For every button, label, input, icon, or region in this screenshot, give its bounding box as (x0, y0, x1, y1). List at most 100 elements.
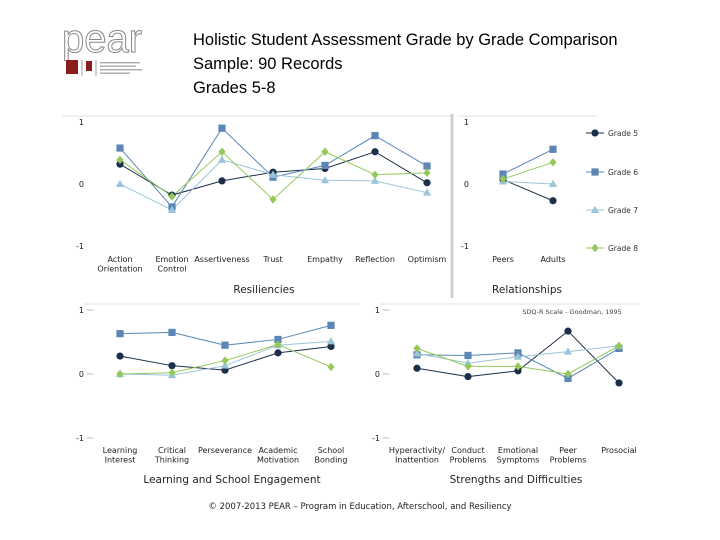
category-label-emotion-control: Emotion Control (155, 255, 188, 274)
panel-relationships: 1 0 -1 Peers Adults Relationships (457, 115, 597, 296)
data-point-grade-8-learning-interest (116, 369, 124, 379)
legend-label-grade-7: Grade 7 (608, 206, 638, 215)
y-tick-label: 0 (375, 370, 380, 379)
category-label-empathy: Empathy (307, 255, 343, 264)
data-point-grade-6-optimism (423, 162, 431, 170)
data-point-grade-6-empathy (321, 161, 329, 169)
data-point-grade-6-learning-interest (116, 330, 124, 338)
data-point-grade-7-adults (548, 179, 558, 187)
copyright-footer: © 2007-2013 PEAR – Program in Education,… (208, 502, 512, 512)
y-tick-label: -1 (76, 434, 84, 443)
y-tick-label: 1 (375, 306, 380, 315)
series-line-grade-6 (502, 148, 554, 175)
data-point-grade-7-peer-problems (563, 347, 573, 355)
data-point-grade-8-assertiveness (218, 147, 226, 156)
data-point-grade-7-trust (268, 170, 278, 178)
category-label-school-bonding: School Bonding (315, 446, 348, 465)
legend-label-grade-5: Grade 5 (608, 129, 638, 138)
data-point-grade-5-conduct-problems (464, 372, 472, 381)
data-point-grade-8-peers (499, 174, 507, 184)
data-point-grade-8-peer-problems (564, 369, 572, 379)
page-title: Holistic Student Assessment Grade by Gra… (193, 31, 618, 49)
harvard-shield-icon (66, 60, 78, 74)
category-label-adults: Adults (540, 255, 565, 264)
category-label-emotional-symptoms: Emotional Symptoms (497, 446, 540, 465)
category-label-critical-thinking: Critical Thinking (154, 446, 189, 465)
data-point-grade-6-school-bonding (327, 321, 335, 329)
data-point-grade-6-academic-motivation (274, 335, 282, 344)
y-tick-label: 1 (79, 306, 84, 315)
grade-range: Grades 5-8 (193, 79, 276, 97)
legend-marker-grade-7 (590, 205, 600, 213)
y-tick-label: -1 (76, 242, 84, 251)
data-point-grade-6-perseverance (221, 341, 229, 349)
category-label-trust: Trust (262, 255, 282, 264)
panel-resiliencies: 1 0 -1 Action Orientation Emotion Control Asser… (62, 114, 454, 298)
y-tick-label: 1 (464, 118, 469, 127)
data-point-grade-5-hyperactivity-inattention (413, 364, 421, 372)
series-line-grade-6 (119, 127, 428, 208)
hospital-shield-icon (86, 61, 92, 71)
data-point-grade-5-school-bonding (327, 342, 335, 351)
series-line-grade-7 (502, 181, 554, 185)
data-point-grade-6-peers (499, 170, 507, 178)
panel-title: Relationships (492, 284, 562, 296)
data-point-grade-8-academic-motivation (274, 340, 282, 349)
data-point-grade-7-emotion-control (167, 205, 177, 214)
panel-learning-and-school-engagement: 1 0 -1 Learning Interest Critical Thinking Pers… (76, 303, 360, 486)
data-point-grade-7-school-bonding (326, 337, 336, 345)
category-label-action-orientation: Action Orientation (97, 255, 142, 274)
data-point-grade-8-critical-thinking (168, 368, 176, 377)
data-point-grade-8-optimism (423, 168, 431, 178)
data-point-grade-5-action-orientation (116, 160, 124, 168)
data-point-grade-8-emotion-control (168, 192, 176, 201)
category-label-peers: Peers (492, 255, 514, 264)
data-point-grade-5-academic-motivation (274, 349, 282, 357)
data-point-grade-7-empathy (320, 176, 330, 184)
series-line-grade-5 (502, 179, 554, 202)
data-point-grade-8-emotional-symptoms (514, 362, 522, 371)
data-point-grade-7-action-orientation (115, 179, 125, 187)
data-point-grade-5-prosocial (615, 379, 623, 387)
data-point-grade-7-perseverance (220, 361, 230, 369)
data-point-grade-8-school-bonding (327, 362, 335, 372)
data-point-grade-7-hyperactivity-inattention (412, 349, 422, 357)
category-label-conduct-problems: Conduct Problems (450, 446, 487, 465)
data-point-grade-5-reflection (371, 148, 379, 156)
data-point-grade-7-reflection (370, 176, 380, 184)
data-point-grade-6-reflection (371, 132, 379, 140)
category-label-peer-problems: Peer Problems (550, 446, 587, 465)
data-point-grade-5-learning-interest (116, 352, 124, 360)
data-point-grade-6-adults (549, 145, 557, 153)
data-point-grade-5-adults (549, 197, 557, 205)
y-tick-label: 1 (79, 118, 84, 127)
data-point-grade-8-prosocial (615, 341, 623, 351)
legend-marker-grade-8 (591, 243, 599, 253)
y-tick-label: 0 (464, 180, 469, 189)
data-point-grade-5-assertiveness (218, 177, 226, 185)
category-label-academic-motivation: Academic Motivation (257, 446, 299, 465)
category-label-assertiveness: Assertiveness (194, 255, 249, 264)
category-label-optimism: Optimism (408, 255, 447, 264)
panel-title: Strengths and Difficulties (450, 474, 583, 486)
category-label-prosocial: Prosocial (601, 446, 637, 455)
data-point-grade-6-conduct-problems (464, 351, 472, 360)
data-point-grade-6-critical-thinking (168, 328, 176, 336)
panel-title: Learning and School Engagement (143, 474, 320, 486)
legend: Grade 5 Grade 6 Grade 7 Grade 8 (586, 129, 638, 253)
data-point-grade-6-assertiveness (218, 124, 226, 132)
y-tick-label: -1 (461, 242, 469, 251)
y-tick-label: 0 (79, 180, 84, 189)
legend-marker-grade-6 (591, 168, 599, 176)
category-label-reflection: Reflection (355, 255, 395, 264)
data-point-grade-8-hyperactivity-inattention (413, 344, 421, 353)
data-point-grade-8-adults (549, 158, 557, 167)
data-point-grade-8-conduct-problems (464, 362, 472, 371)
series-line-grade-8 (502, 161, 554, 180)
data-point-grade-8-perseverance (221, 356, 229, 365)
panel-title: Resiliencies (233, 284, 294, 296)
legend-label-grade-8: Grade 8 (608, 244, 638, 253)
y-tick-label: -1 (372, 434, 380, 443)
